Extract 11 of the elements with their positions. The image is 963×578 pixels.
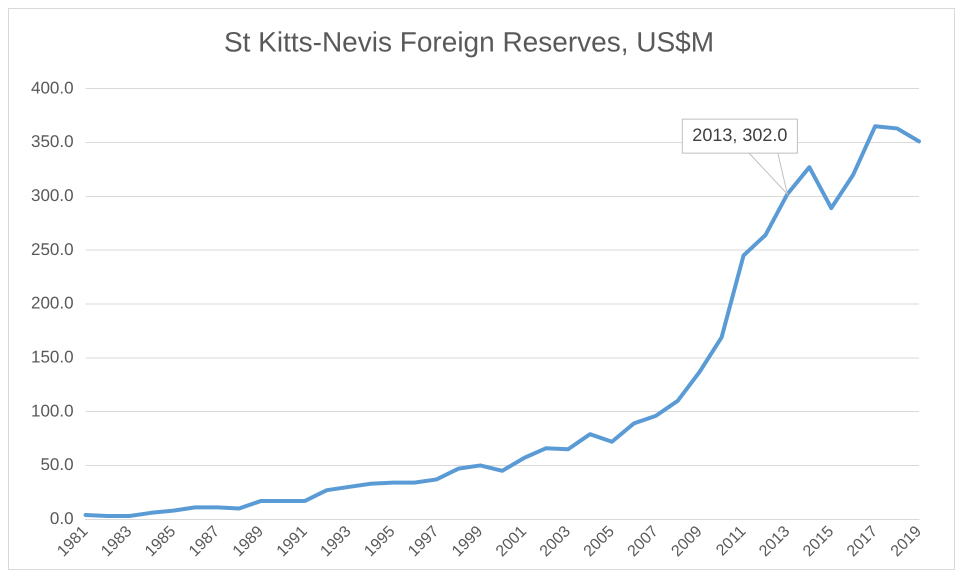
y-tick-label: 250.0	[30, 240, 74, 259]
y-tick-label: 0.0	[50, 508, 74, 528]
annotation: 2013, 302.0	[692, 125, 788, 146]
y-tick-label: 150.0	[30, 347, 74, 366]
y-tick-label: 50.0	[40, 455, 74, 474]
y-tick-label: 400.0	[30, 78, 74, 98]
chart-title: St Kitts-Nevis Foreign Reserves, US$M	[224, 26, 714, 58]
y-tick-label: 200.0	[30, 294, 74, 313]
y-tick-label: 300.0	[30, 186, 74, 205]
y-tick-label: 100.0	[30, 401, 74, 420]
y-tick-label: 350.0	[30, 132, 74, 152]
